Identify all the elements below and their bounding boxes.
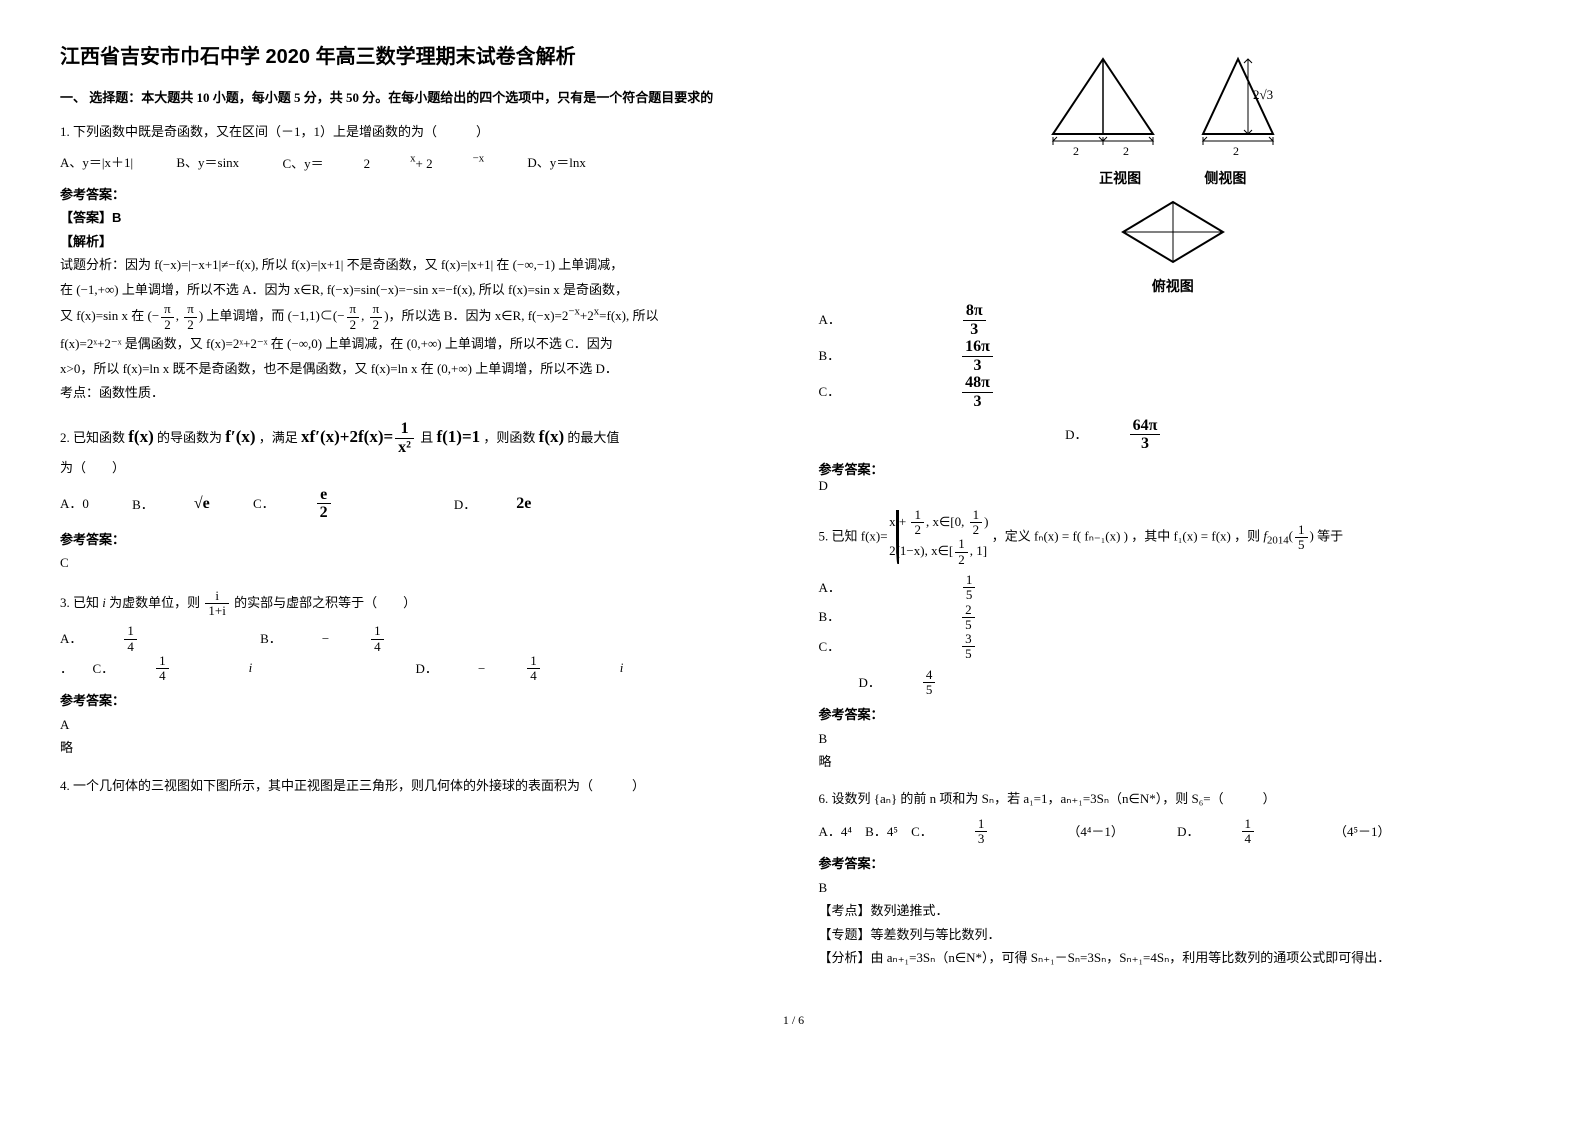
- q3-answer: A: [60, 713, 769, 736]
- q1-analysis: 试题分析：因为 f(−x)=|−x+1|≠−f(x), 所以 f(x)=|x+1…: [60, 253, 769, 406]
- top-view-svg: [1103, 192, 1243, 272]
- q3-opt-b: B．−14: [260, 624, 464, 654]
- q1-options: A、y＝|x＋1| B、y＝sinx C、y＝2x + 2−x D、y＝lnx: [60, 149, 769, 177]
- answer-label: 参考答案：: [819, 459, 1528, 478]
- svg-text:2: 2: [1123, 144, 1129, 158]
- q4-opt-b: B．16π3: [819, 338, 1233, 374]
- answer-label: 参考答案：: [819, 703, 1528, 726]
- q1-opt-c: C、y＝2x + 2−x: [282, 150, 484, 177]
- q5-options-row2: D．45: [819, 668, 1528, 698]
- question-2: 2. 已知函数 f(x) 的导函数为 f′(x) ，满足 xf′(x)+2f(x…: [60, 420, 769, 575]
- q3-omit: 略: [60, 736, 769, 759]
- q6-stem: 6. 设数列 {aₙ} 的前 n 项和为 Sₙ，若 a₁=1，aₙ₊₁=3Sₙ（…: [819, 787, 1528, 810]
- front-view-label: 正视图: [1099, 170, 1141, 186]
- front-side-view-svg: 2 2 2√3 2: [1033, 44, 1313, 164]
- svg-text:2: 2: [1233, 144, 1239, 158]
- q1-opt-b: B、y＝sinx: [176, 150, 239, 176]
- q2-stem: 2. 已知函数 f(x) 的导函数为 f′(x) ，满足 xf′(x)+2f(x…: [60, 420, 769, 456]
- answer-label: 参考答案：: [60, 689, 769, 712]
- top-view-label: 俯视图: [819, 276, 1528, 296]
- q5-opt-c: C．35: [819, 632, 1215, 662]
- q4-opt-a: A．8π3: [819, 302, 1226, 338]
- q2-answer: C: [60, 551, 769, 574]
- q6-opt-d: D．14（4⁵－1）: [1177, 817, 1430, 847]
- q4-options: A．8π3 B．16π3 C．48π3: [819, 302, 1528, 411]
- q4-answer: D: [819, 478, 1528, 494]
- q5-answer: B: [819, 727, 1528, 750]
- three-view-figure: 2 2 2√3 2 正视图 侧视图 俯视图: [819, 44, 1528, 296]
- piecewise: x + 12, x∈[0, 12) 2(1−x), x∈[12, 1]: [889, 508, 988, 567]
- question-6: 6. 设数列 {aₙ} 的前 n 项和为 Sₙ，若 a₁=1，aₙ₊₁=3Sₙ（…: [819, 787, 1528, 969]
- question-1: 1. 下列函数中既是奇函数，又在区间（－1，1）上是增函数的为（ ） A、y＝|…: [60, 120, 769, 406]
- svg-text:2: 2: [1073, 144, 1079, 158]
- q2-opt-c: C．e2: [253, 486, 411, 522]
- q3-opt-d: D．−14i: [416, 654, 624, 684]
- question-4-stem: 4. 一个几何体的三视图如下图所示，其中正视图是正三角形，则几何体的外接球的表面…: [60, 774, 769, 797]
- q5-opt-d: D．45: [859, 668, 1016, 698]
- q3-opt-a: A．14: [60, 624, 217, 654]
- q2-options: A．0 B．√e C．e2 D．2e: [60, 486, 769, 522]
- answer-label: 参考答案：: [60, 528, 769, 551]
- q6-opt-c: C．13（4⁴－1）: [911, 817, 1164, 847]
- analysis-label: 【解析】: [60, 230, 769, 253]
- q1-answer: 【答案】B: [60, 206, 769, 229]
- page-number: 1 / 6: [60, 1013, 1527, 1028]
- q6-fenxi: 【分析】由 aₙ₊₁=3Sₙ（n∈N*），可得 Sₙ₊₁－Sₙ=3Sₙ，Sₙ₊₁…: [819, 946, 1528, 969]
- q2-opt-a: A．0: [60, 491, 89, 517]
- q5-options: A．15 B．25 C．35: [819, 573, 1528, 662]
- svg-text:2√3: 2√3: [1253, 87, 1273, 102]
- doc-title: 江西省吉安市巾石中学 2020 年高三数学理期末试卷含解析: [60, 40, 769, 69]
- answer-label: 参考答案：: [819, 852, 1528, 875]
- page: 江西省吉安市巾石中学 2020 年高三数学理期末试卷含解析 一、 选择题：本大题…: [60, 40, 1527, 983]
- question-3: 3. 已知 i 为虚数单位，则 i1+i 的实部与虚部之积等于（ ） A．14 …: [60, 589, 769, 760]
- q4-opt-c: C．48π3: [819, 374, 1233, 410]
- section-1-heading: 一、 选择题：本大题共 10 小题，每小题 5 分，共 50 分。在每小题给出的…: [60, 87, 769, 106]
- question-5: 5. 已知 f(x)= x + 12, x∈[0, 12) 2(1−x), x∈…: [819, 508, 1528, 774]
- q5-opt-a: A．15: [819, 573, 1216, 603]
- q5-stem: 5. 已知 f(x)= x + 12, x∈[0, 12) 2(1−x), x∈…: [819, 508, 1528, 567]
- q6-zhuanti: 【专题】等差数列与等比数列．: [819, 923, 1528, 946]
- q4-opt-d: D．64π3: [1065, 417, 1240, 453]
- column-right: 2 2 2√3 2 正视图 侧视图 俯视图 A．8π3 B．16π3 C．48π3: [819, 40, 1528, 983]
- q2-opt-b: B．√e: [132, 488, 210, 520]
- side-view-label: 侧视图: [1204, 170, 1246, 186]
- q6-answer: B: [819, 876, 1528, 899]
- q1-opt-d: D、y＝lnx: [527, 150, 586, 176]
- q3-stem: 3. 已知 i 为虚数单位，则 i1+i 的实部与虚部之积等于（ ）: [60, 589, 769, 619]
- q3-opt-c: ． C．14i: [60, 654, 252, 684]
- q1-stem: 1. 下列函数中既是奇函数，又在区间（－1，1）上是增函数的为（ ）: [60, 120, 769, 143]
- column-left: 江西省吉安市巾石中学 2020 年高三数学理期末试卷含解析 一、 选择题：本大题…: [60, 40, 769, 983]
- q2-opt-d: D．2e: [454, 488, 532, 520]
- q3-options: A．14 B．−14 ． C．14i D．−14i: [60, 624, 769, 683]
- q6-options: A．4⁴ B．4⁵ C．13（4⁴－1） D．14（4⁵－1）: [819, 817, 1528, 847]
- q6-opt-b: B．4⁵: [865, 819, 898, 845]
- q5-omit: 略: [819, 750, 1528, 773]
- q1-opt-a: A、y＝|x＋1|: [60, 150, 133, 176]
- q2-equation: xf′(x)+2f(x)=1x²: [301, 427, 420, 446]
- q4-options-row2: D．64π3: [819, 417, 1528, 453]
- answer-label: 参考答案：: [60, 183, 769, 206]
- f2014: f2014(15): [1263, 528, 1313, 543]
- q6-opt-a: A．4⁴: [819, 819, 852, 845]
- q5-opt-b: B．25: [819, 603, 1215, 633]
- q6-kaodian: 【考点】数列递推式．: [819, 899, 1528, 922]
